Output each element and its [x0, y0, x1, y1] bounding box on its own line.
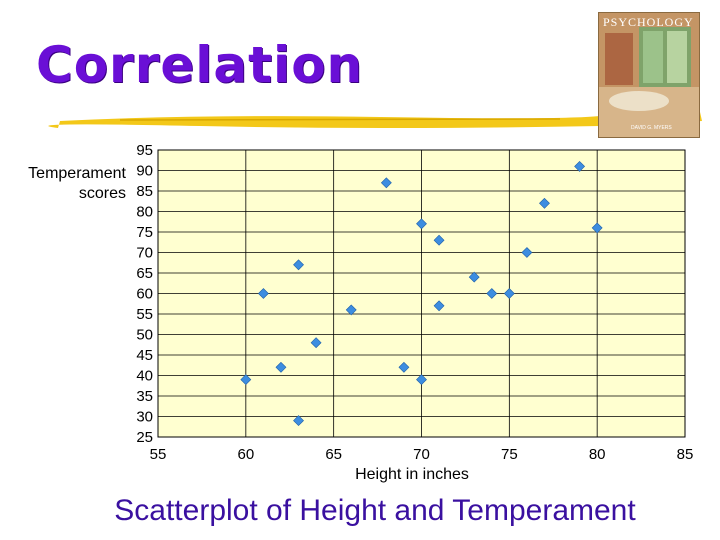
x-tick-label: 80	[589, 446, 606, 463]
y-tick-label: 50	[136, 327, 153, 344]
scatter-chart: 25 30 35 40 45 50 55 60 65 70 75 80 85 90 95 55 60 65 70 75…	[28, 142, 694, 483]
data-point	[416, 374, 427, 386]
x-tick-label: 60	[237, 446, 254, 463]
x-tick-label: 75	[501, 446, 518, 463]
x-tick-label: 70	[413, 446, 430, 463]
y-tick-label: 75	[136, 224, 153, 241]
y-tick-label: 65	[136, 265, 153, 282]
data-point	[521, 247, 533, 258]
y-axis-label: scores	[79, 185, 126, 202]
y-tick-label: 95	[136, 142, 153, 159]
data-point	[416, 218, 427, 230]
y-tick-label: 70	[136, 245, 153, 262]
slide-title: Correlation	[36, 36, 364, 94]
plot-border	[157, 149, 686, 438]
book-cover-author: DAVID G. MYERS	[631, 125, 672, 131]
data-point	[293, 415, 304, 427]
y-tick-label: 55	[136, 306, 153, 323]
y-tick-label: 40	[136, 368, 153, 385]
data-point	[293, 259, 304, 271]
title-underline-brush	[48, 112, 702, 128]
y-tick-label: 60	[136, 286, 153, 303]
data-point	[398, 361, 410, 373]
data-point	[486, 288, 498, 299]
y-tick-label: 25	[136, 429, 153, 446]
x-axis-label: Height in inches	[355, 466, 469, 483]
y-tick-label: 90	[136, 163, 153, 180]
data-point	[433, 234, 445, 246]
data-point	[574, 160, 586, 172]
data-point	[380, 177, 392, 189]
book-cover-illustration	[599, 13, 699, 137]
book-cover-image: PSYCHOLOGY DAVID G. MYERS	[598, 12, 700, 138]
data-point	[468, 271, 480, 283]
data-point	[539, 197, 550, 209]
data-point	[275, 361, 287, 373]
x-tick-label: 65	[325, 446, 342, 463]
data-point	[433, 300, 445, 312]
x-tick-label: 85	[677, 446, 694, 463]
y-tick-label: 45	[136, 347, 153, 364]
slide-caption: Scatterplot of Height and Temperament	[114, 494, 636, 527]
data-point	[591, 222, 603, 234]
data-point	[345, 304, 357, 316]
y-axis-label: Temperament	[28, 165, 126, 182]
data-point	[257, 288, 269, 299]
y-tick-label: 85	[136, 183, 153, 200]
data-point	[503, 288, 515, 299]
data-point	[310, 337, 322, 349]
y-tick-label: 80	[136, 204, 153, 221]
x-tick-label: 55	[150, 446, 167, 463]
y-tick-label: 30	[136, 409, 153, 426]
data-point	[240, 374, 252, 386]
y-tick-label: 35	[136, 388, 153, 405]
book-cover-title: PSYCHOLOGY	[603, 15, 694, 29]
